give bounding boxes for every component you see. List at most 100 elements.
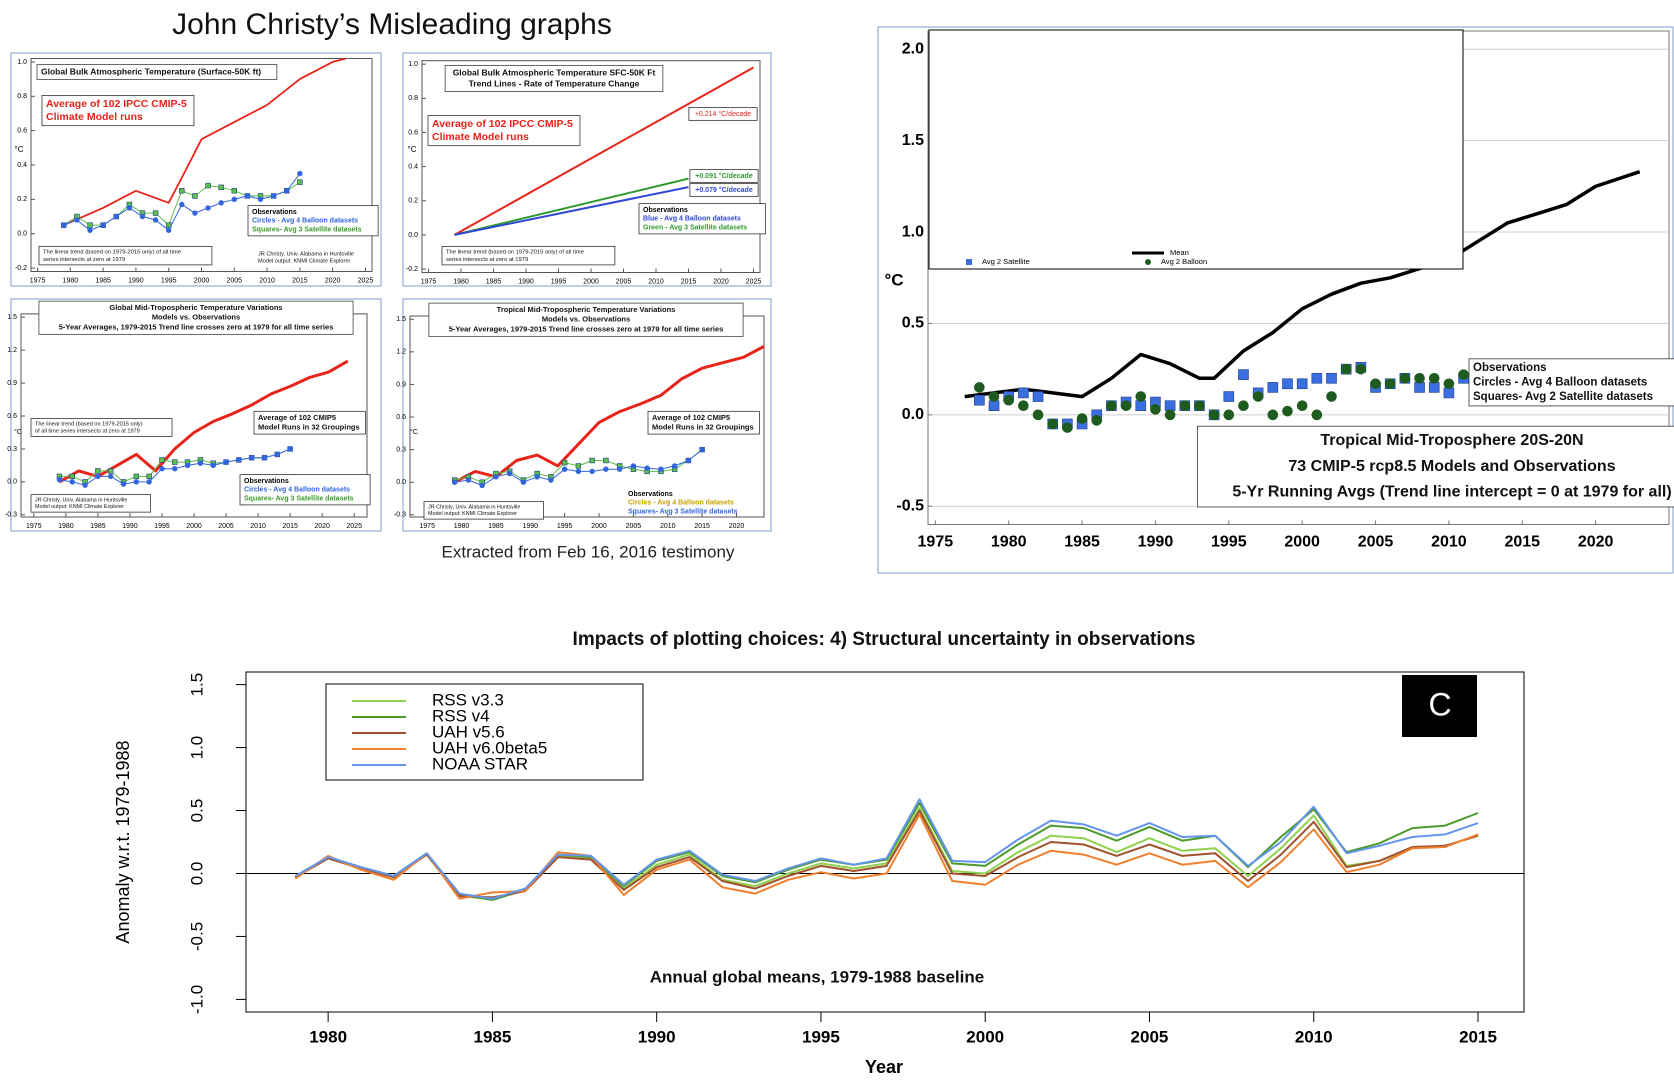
y-tick-label: 1.0 — [17, 59, 27, 66]
point — [465, 477, 472, 483]
title-box — [38, 300, 354, 335]
y-tick-label: 0.9 — [396, 381, 406, 388]
annotation: The linear trend (based on 1979-2015 onl… — [43, 250, 181, 256]
y-axis-label: Anomaly w.r.t. 1979-1988 — [113, 740, 133, 943]
y-tick-label: 0.5 — [902, 315, 924, 332]
point — [1326, 391, 1337, 402]
point — [1340, 363, 1352, 375]
point — [1091, 415, 1103, 426]
point — [1384, 378, 1396, 390]
legend-label: Mean — [1170, 248, 1189, 257]
point — [1311, 372, 1323, 384]
series-line — [454, 66, 754, 236]
annotation: 73 CMIP-5 rcp8.5 Models and Observations — [1288, 458, 1615, 475]
point — [974, 394, 985, 406]
x-tick-label: 2010 — [250, 523, 266, 530]
series-line — [454, 186, 689, 236]
annotation: Observations — [643, 207, 688, 214]
point — [56, 476, 63, 483]
point — [1150, 404, 1161, 415]
point — [589, 457, 595, 464]
point — [261, 455, 268, 461]
y-tick-label: 0.9 — [7, 380, 17, 387]
note-box — [688, 107, 758, 121]
point — [1164, 400, 1176, 411]
point — [988, 391, 1000, 402]
x-tick-label: 2000 — [194, 277, 210, 284]
note-box — [647, 410, 760, 435]
point — [218, 184, 224, 191]
point — [69, 473, 75, 480]
y-axis-label: °C — [15, 145, 24, 154]
note-box — [1197, 425, 1674, 508]
point — [133, 479, 140, 485]
point — [1443, 378, 1455, 390]
x-tick-label: 1985 — [90, 523, 106, 530]
annotation: Squares- Avg 3 Satellite datasets — [244, 495, 354, 502]
x-tick-label: 1990 — [128, 277, 144, 284]
annotation: Circles - Avg 4 Balloon datasets — [244, 487, 350, 494]
y-tick-label: -1.0 — [187, 985, 206, 1014]
y-tick-label: -0.2 — [406, 266, 418, 273]
x-tick-label: 2020 — [314, 523, 330, 530]
x-tick-label: 2000 — [186, 523, 202, 530]
x-tick-label: 2025 — [346, 523, 362, 530]
x-tick-label: 2010 — [660, 523, 676, 530]
point — [1238, 400, 1249, 411]
point — [1428, 372, 1440, 384]
y-tick-label: 1.5 — [187, 673, 206, 697]
x-tick-label: 1990 — [518, 278, 534, 285]
note-box — [1402, 675, 1477, 737]
point — [1076, 413, 1088, 424]
point — [1062, 422, 1073, 433]
annotation: Climate Model runs — [46, 111, 143, 123]
x-tick-label: 1985 — [488, 523, 504, 530]
point — [1267, 409, 1279, 421]
y-tick-label: 0.8 — [17, 93, 27, 100]
annotation: Average of 102 IPCC CMIP-5 — [46, 98, 187, 110]
point — [108, 468, 114, 474]
chart-title: Trend Lines - Rate of Temperature Change — [469, 78, 640, 88]
point — [248, 455, 255, 461]
y-tick-label: 0.2 — [408, 198, 418, 205]
point — [1282, 405, 1293, 417]
annotation: Squares- Avg 3 Satellite datasets — [252, 226, 362, 233]
annotation: Green - Avg 3 Satellite datasets — [643, 224, 747, 231]
point — [451, 479, 458, 485]
x-tick-label: 2000 — [966, 1027, 1004, 1046]
point — [87, 222, 93, 228]
x-tick-label: 1980 — [453, 278, 469, 285]
y-tick-label: 0.6 — [396, 414, 406, 421]
point — [108, 473, 114, 480]
y-tick-label: 1.0 — [187, 736, 206, 760]
annotation: Observations — [244, 478, 289, 485]
point — [575, 463, 582, 469]
note-box — [247, 205, 379, 237]
point — [270, 193, 277, 199]
chart-title: 5-Year Averages, 1979-2015 Trend line cr… — [59, 322, 334, 331]
note-box — [38, 245, 213, 266]
note-box — [638, 203, 766, 235]
x-tick-label: 1980 — [309, 1027, 347, 1046]
x-tick-label: 1995 — [551, 278, 567, 285]
note-box — [30, 418, 173, 437]
annotation: JR Christy, Univ. Alabama in Huntsville — [258, 251, 354, 257]
x-tick-label: 2020 — [1578, 534, 1614, 551]
x-tick-label: 2010 — [1295, 1027, 1333, 1046]
y-tick-label: 0.0 — [902, 406, 924, 423]
series-line — [294, 802, 1479, 901]
annotation: The linear trend (based on 1979-2015 onl… — [35, 421, 143, 427]
y-axis-label: °C — [14, 428, 22, 436]
point — [1370, 378, 1381, 390]
point — [126, 205, 133, 211]
x-tick-label: 1995 — [557, 523, 573, 530]
point — [257, 196, 264, 203]
point — [297, 170, 303, 177]
x-tick-label: 2000 — [1284, 534, 1320, 551]
chart-title: Global Bulk Atmospheric Temperature SFC-… — [453, 67, 656, 77]
annotation: Annual global means, 1979-1988 baseline — [650, 967, 984, 986]
point — [172, 459, 178, 465]
point — [297, 179, 303, 185]
point — [1032, 409, 1044, 421]
annotation: Climate Model runs — [432, 131, 529, 143]
